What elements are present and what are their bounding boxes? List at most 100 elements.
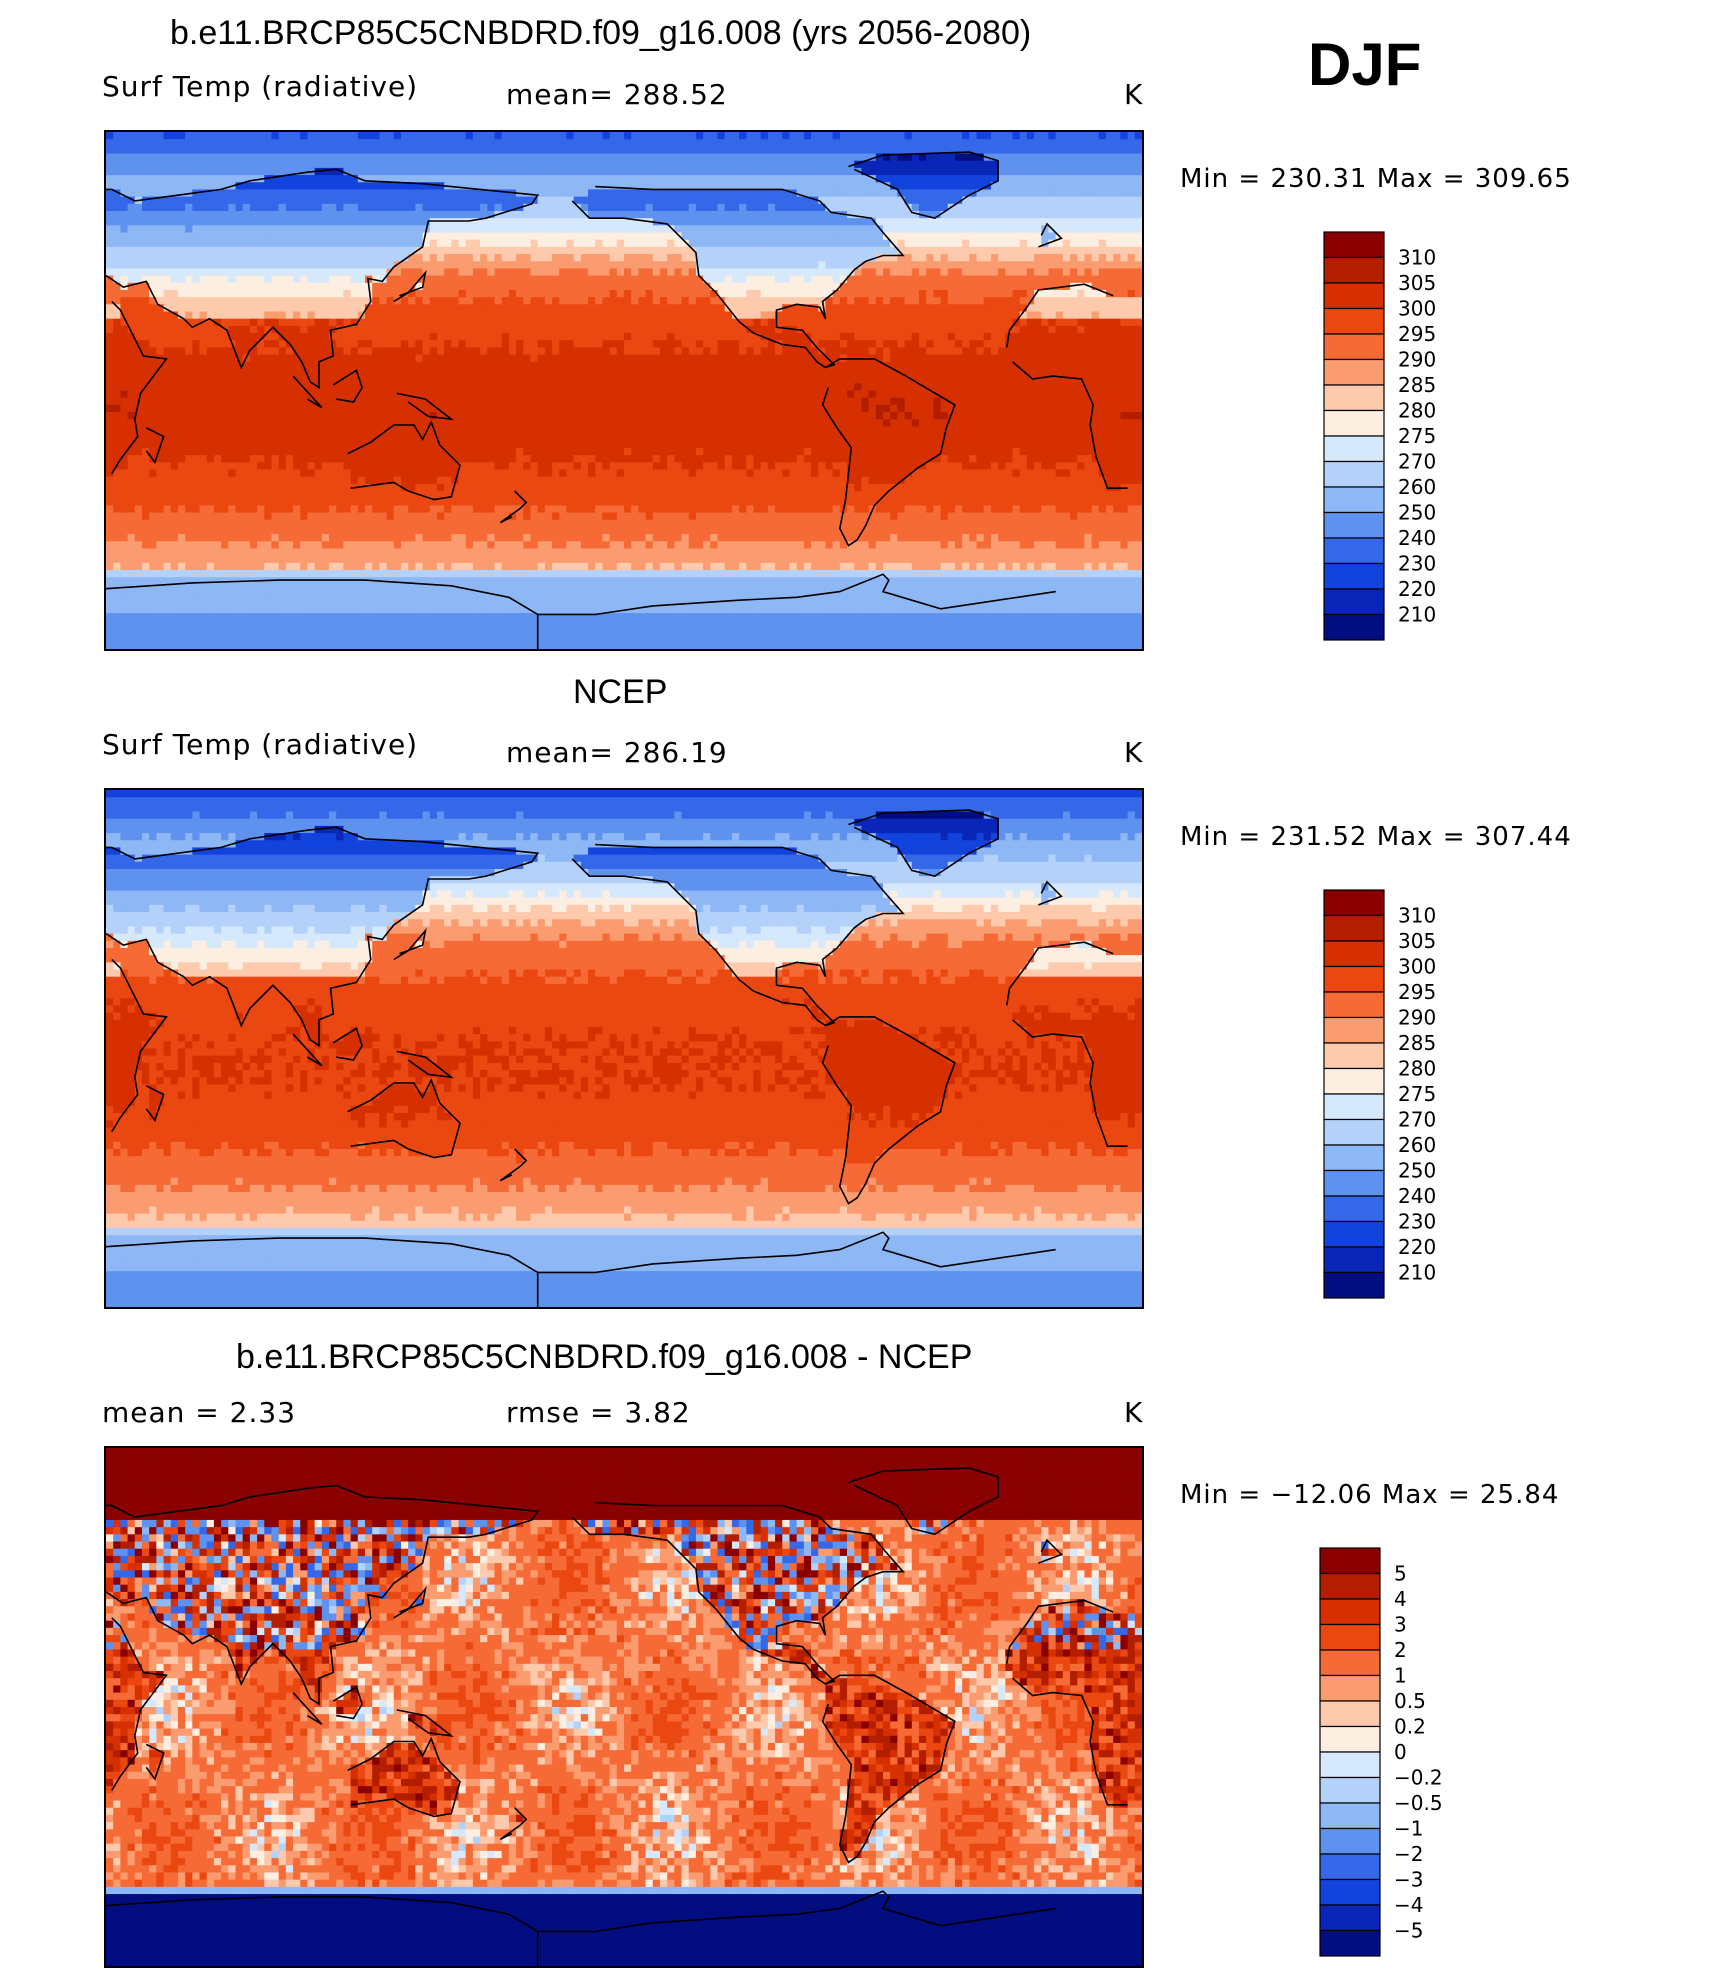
colorbar-tick-label: 240 (1398, 1184, 1436, 1208)
colorbar-box (1323, 384, 1385, 412)
panel2-colorbar: 3103053002952902852802752702602502402302… (1323, 889, 1436, 1299)
colorbar-box (1319, 1598, 1381, 1626)
colorbar-tick-label: 260 (1398, 1133, 1436, 1157)
colorbar-tick-label: 3 (1394, 1613, 1407, 1637)
colorbar-box (1323, 1144, 1385, 1172)
colorbar-tick-label: −3 (1394, 1868, 1423, 1892)
colorbar-box (1323, 1246, 1385, 1274)
colorbar-tick-label: 4 (1394, 1587, 1407, 1611)
colorbar-tick-label: −0.2 (1394, 1766, 1443, 1790)
colorbar-tick-label: 230 (1398, 552, 1436, 576)
panel1-title: b.e11.BRCP85C5CNBDRD.f09_g16.008 (yrs 20… (170, 14, 1031, 53)
panel3-map (104, 1446, 1144, 1968)
colorbar-tick-label: 295 (1398, 322, 1436, 346)
field-cells (106, 1448, 1142, 1966)
colorbar-box (1323, 358, 1385, 386)
coastlines (106, 809, 1128, 1307)
panel1-units: K (1124, 78, 1143, 111)
colorbar-box (1323, 409, 1385, 437)
colorbar-tick-label: 0.5 (1394, 1689, 1426, 1713)
colorbar-tick-label: −2 (1394, 1842, 1423, 1866)
panel2-variable-label: Surf Temp (radiative) (102, 728, 418, 761)
colorbar-box (1323, 333, 1385, 361)
colorbar-box (1323, 1169, 1385, 1197)
colorbar-tick-label: 300 (1398, 955, 1436, 979)
colorbar-tick-label: 285 (1398, 373, 1436, 397)
panel3-field (106, 1448, 1142, 1966)
colorbar-box (1323, 307, 1385, 335)
colorbar-box (1323, 991, 1385, 1019)
colorbar-box (1319, 1878, 1381, 1906)
panel1-colorbar: 3103053002952902852802752702602502402302… (1323, 231, 1436, 641)
colorbar-box (1323, 511, 1385, 539)
coastlines (106, 1467, 1128, 1966)
colorbar-tick-label: 260 (1398, 475, 1436, 499)
colorbar-tick-label: 220 (1398, 577, 1436, 601)
panel2-mean-label: mean= 286.19 (506, 736, 728, 769)
panel2-title: NCEP (573, 673, 667, 712)
colorbar-tick-label: 300 (1398, 297, 1436, 321)
panel1-mean-label: mean= 288.52 (506, 78, 728, 111)
colorbar-box (1323, 1042, 1385, 1070)
colorbar-tick-label: 275 (1398, 424, 1436, 448)
colorbar-box (1323, 486, 1385, 514)
colorbar-box (1323, 231, 1385, 259)
colorbar-box (1323, 1016, 1385, 1044)
colorbar-tick-label: 250 (1398, 501, 1436, 525)
colorbar-tick-label: 295 (1398, 980, 1436, 1004)
panel2-field (106, 790, 1142, 1307)
colorbar-box (1319, 1674, 1381, 1702)
colorbar-tick-label: 250 (1398, 1159, 1436, 1183)
panel2-minmax: Min = 231.52 Max = 307.44 (1180, 822, 1572, 852)
colorbar-box (1323, 282, 1385, 310)
panel2-units: K (1124, 736, 1143, 769)
colorbar-tick-label: −4 (1394, 1893, 1423, 1917)
colorbar-tick-label: 2 (1394, 1638, 1407, 1662)
colorbar-box (1319, 1725, 1381, 1753)
colorbar-box (1323, 965, 1385, 993)
coastlines (106, 151, 1128, 649)
colorbar-box (1323, 256, 1385, 284)
colorbar-tick-label: 290 (1398, 1006, 1436, 1030)
colorbar-box (1323, 562, 1385, 590)
panel1-map (104, 130, 1144, 651)
colorbar-tick-label: 240 (1398, 526, 1436, 550)
colorbar-box (1319, 1751, 1381, 1779)
colorbar-tick-label: 220 (1398, 1235, 1436, 1259)
colorbar-box (1323, 588, 1385, 616)
colorbar-box (1319, 1827, 1381, 1855)
colorbar-box (1323, 537, 1385, 565)
colorbar-tick-label: 310 (1398, 246, 1436, 270)
colorbar-box (1323, 1195, 1385, 1223)
panel3-rmse-label: rmse = 3.82 (506, 1396, 691, 1429)
colorbar-tick-label: 1 (1394, 1664, 1407, 1688)
colorbar-box (1319, 1776, 1381, 1804)
colorbar-box (1319, 1649, 1381, 1677)
colorbar-tick-label: 0.2 (1394, 1715, 1426, 1739)
panel3-units: K (1124, 1396, 1143, 1429)
panel3-minmax: Min = −12.06 Max = 25.84 (1180, 1480, 1559, 1510)
colorbar-box (1319, 1802, 1381, 1830)
panel1-minmax: Min = 230.31 Max = 309.65 (1180, 164, 1572, 194)
colorbar-tick-label: 280 (1398, 399, 1436, 423)
panel2-map (104, 788, 1144, 1309)
colorbar-box (1323, 1220, 1385, 1248)
colorbar-box (1323, 460, 1385, 488)
field-cells (106, 132, 1142, 649)
colorbar-tick-label: 305 (1398, 929, 1436, 953)
colorbar-box (1323, 940, 1385, 968)
colorbar-tick-label: 305 (1398, 271, 1436, 295)
colorbar-tick-label: 290 (1398, 348, 1436, 372)
colorbar-tick-label: 5 (1394, 1562, 1407, 1586)
colorbar-box (1319, 1572, 1381, 1600)
colorbar-tick-label: −0.5 (1394, 1791, 1443, 1815)
colorbar-box (1319, 1929, 1381, 1957)
colorbar-tick-label: 285 (1398, 1031, 1436, 1055)
colorbar-tick-label: 310 (1398, 904, 1436, 928)
panel3-title: b.e11.BRCP85C5CNBDRD.f09_g16.008 - NCEP (236, 1338, 972, 1377)
colorbar-box (1323, 435, 1385, 463)
colorbar-box (1323, 1067, 1385, 1095)
colorbar-tick-label: 210 (1398, 1261, 1436, 1285)
colorbar-box (1323, 1271, 1385, 1299)
